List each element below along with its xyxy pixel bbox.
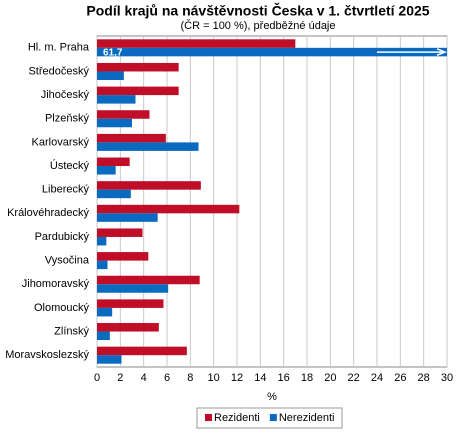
overflow-arrowhead bbox=[436, 48, 447, 57]
bar bbox=[97, 307, 113, 317]
y-tick-label: Středočeský bbox=[28, 65, 89, 77]
bar bbox=[97, 39, 296, 48]
x-tick-label: 28 bbox=[418, 372, 430, 384]
bar bbox=[97, 47, 447, 57]
x-tick-label: 10 bbox=[208, 372, 220, 384]
y-tick-label: Karlovarský bbox=[32, 136, 90, 148]
bar bbox=[97, 284, 169, 293]
bar bbox=[97, 346, 187, 356]
y-tick-label: Pardubický bbox=[35, 231, 90, 243]
bar bbox=[97, 133, 166, 143]
bar bbox=[97, 204, 240, 214]
bar bbox=[97, 236, 107, 246]
x-tick-label: 26 bbox=[394, 372, 406, 384]
x-tick-label: 30 bbox=[441, 372, 453, 384]
bar bbox=[97, 252, 149, 261]
y-tick-label: Liberecký bbox=[42, 184, 90, 196]
legend-swatch bbox=[205, 414, 212, 421]
y-tick-label: Olomoucký bbox=[34, 302, 90, 314]
bar bbox=[97, 142, 199, 151]
x-tick-label: 18 bbox=[301, 372, 313, 384]
y-tick-label: Ústecký bbox=[50, 159, 90, 172]
y-tick-label: Hl. m. Praha bbox=[28, 42, 90, 54]
bar bbox=[97, 213, 158, 222]
bar bbox=[97, 110, 150, 119]
bar bbox=[97, 118, 132, 128]
bar bbox=[97, 86, 179, 96]
x-tick-label: 2 bbox=[117, 372, 123, 384]
bar bbox=[97, 157, 130, 167]
chart-title: Podíl krajů na návštěvnosti Česka v 1. č… bbox=[86, 2, 429, 19]
plot-area bbox=[96, 35, 448, 368]
bar bbox=[97, 166, 116, 175]
bar bbox=[97, 181, 201, 190]
legend-label: Nerezidenti bbox=[279, 412, 335, 424]
x-tick-label: 20 bbox=[324, 372, 336, 384]
bar bbox=[97, 189, 131, 199]
bar bbox=[97, 260, 108, 270]
y-tick-label: Zlínský bbox=[54, 325, 89, 337]
data-label: 61,7 bbox=[103, 48, 123, 59]
x-tick-label: 24 bbox=[371, 372, 383, 384]
bar bbox=[97, 71, 124, 80]
x-tick-label: 22 bbox=[348, 372, 360, 384]
bar bbox=[97, 355, 122, 364]
legend-label: Rezidenti bbox=[214, 412, 260, 424]
x-tick-label: 6 bbox=[164, 372, 170, 384]
bar bbox=[97, 331, 110, 341]
y-tick-label: Moravskoslezský bbox=[5, 349, 89, 361]
x-tick-label: 16 bbox=[278, 372, 290, 384]
legend-swatch bbox=[269, 414, 277, 421]
y-tick-label: Vysočina bbox=[45, 255, 90, 267]
bar bbox=[97, 95, 136, 104]
bar bbox=[97, 299, 164, 308]
x-tick-label: 8 bbox=[187, 372, 193, 384]
y-tick-label: Jihomoravský bbox=[22, 278, 90, 290]
bar bbox=[97, 275, 200, 285]
x-axis-label: % bbox=[267, 391, 277, 403]
legend-box bbox=[196, 407, 343, 429]
bar bbox=[97, 323, 159, 332]
x-tick-label: 0 bbox=[94, 372, 100, 384]
y-tick-label: Plzeňský bbox=[45, 113, 90, 125]
x-tick-label: 12 bbox=[231, 372, 243, 384]
bar bbox=[97, 228, 143, 237]
x-tick-label: 4 bbox=[141, 372, 147, 384]
y-tick-label: Královéhradecký bbox=[7, 207, 89, 219]
chart-subtitle: (ČR = 100 %), předběžné údaje bbox=[180, 19, 335, 32]
x-tick-label: 14 bbox=[254, 372, 266, 384]
y-tick-label: Jihočeský bbox=[41, 89, 90, 101]
bar bbox=[97, 62, 179, 72]
